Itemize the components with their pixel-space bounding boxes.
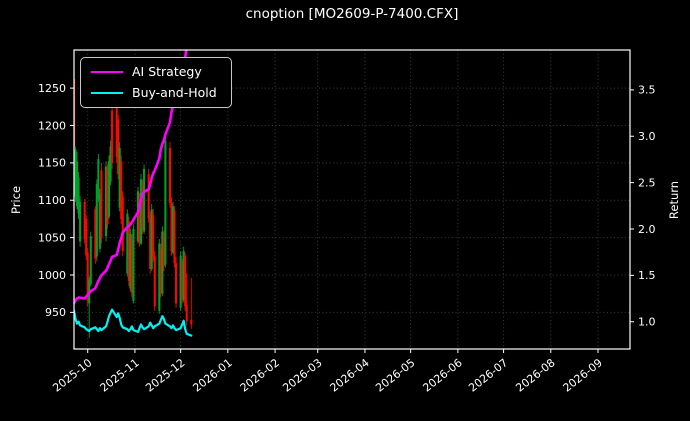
candle-body [158, 243, 161, 311]
date-axis: 2025-10 2025-11 2025-12 2026-01 2026-022026-… [50, 349, 605, 395]
candle-body [79, 201, 82, 242]
candle-body [138, 198, 141, 243]
candle-body [86, 252, 89, 302]
candle-body [161, 231, 164, 294]
return-tick-label: 2.5 [638, 176, 656, 189]
ai-strategy-line-swatch [91, 70, 123, 73]
candle-body [118, 147, 121, 208]
return-tick-label: 3.0 [638, 130, 656, 143]
candlestick-series [74, 61, 193, 338]
date-tick-label: 2026-08 [513, 356, 557, 395]
candle-body [173, 210, 176, 264]
legend-item-ai-strategy: AI Strategy [91, 64, 217, 79]
buy-and-hold-line-swatch [91, 91, 123, 94]
return-axis-label: Return [667, 180, 681, 220]
price-tick-label: 950 [45, 306, 66, 319]
candle-body [106, 168, 109, 225]
candle-body [170, 203, 173, 252]
candle-body [100, 170, 103, 238]
date-tick-label: 2026-04 [328, 356, 372, 395]
candle-body [182, 251, 185, 301]
legend-item-buy-and-hold: Buy-and-Hold [91, 85, 217, 100]
date-tick-label: 2026-03 [280, 356, 324, 395]
date-tick-label: 2026-07 [466, 356, 510, 395]
candle-body [74, 149, 77, 197]
date-tick-label: 2026-09 [561, 356, 605, 395]
candle-body [184, 255, 187, 307]
price-tick-label: 1200 [38, 119, 66, 132]
candle-body [98, 194, 101, 249]
candle-body [127, 221, 130, 281]
price-tick-label: 1150 [38, 157, 66, 170]
candle-body [130, 239, 133, 293]
candle-body [95, 183, 98, 257]
date-tick-label: 2025-10 [50, 356, 94, 395]
date-tick-label: 2026-06 [420, 356, 464, 395]
line-series [74, 50, 193, 337]
candle-body [126, 213, 129, 274]
date-tick-label: 2026-02 [238, 356, 282, 395]
candle-body [104, 166, 108, 237]
candle-body [75, 161, 79, 207]
candle-body [190, 319, 193, 325]
candle-body [89, 236, 92, 284]
price-axis-label: Price [9, 185, 23, 215]
candle-body [77, 177, 80, 214]
candle-body [94, 209, 97, 259]
price-tick-label: 1000 [38, 269, 66, 282]
candle-body [121, 196, 124, 252]
price-axis: 950 1000 1050 1100 1150 1200 1250 [38, 82, 74, 319]
date-tick-label: 2025-11 [98, 356, 142, 395]
candle-body [83, 201, 86, 240]
legend-label-buy-and-hold: Buy-and-Hold [132, 85, 217, 100]
return-axis: 1.0 1.5 2.0 2.5 3.0 3.5 [630, 84, 656, 329]
candle-body [120, 161, 123, 219]
candle-body [111, 110, 114, 163]
date-tick-label: 2025-12 [143, 356, 187, 395]
date-tick-label: 2026-05 [373, 356, 417, 395]
candle-body [107, 161, 111, 217]
price-tick-label: 1050 [38, 231, 66, 244]
candle-body [132, 228, 135, 302]
chart-title: cnoption [MO2609-P-7400.CFX] [245, 6, 459, 22]
candle-body [152, 215, 155, 258]
candle-body [168, 147, 172, 204]
candle-body [97, 159, 100, 199]
legend: AI Strategy Buy-and-Hold [80, 57, 232, 108]
candle-body [175, 263, 178, 304]
candle-body [149, 216, 152, 270]
candle-body [150, 209, 153, 270]
return-tick-label: 3.5 [638, 84, 656, 97]
candle-body [129, 233, 132, 289]
candle-body [164, 140, 167, 265]
line-bh [74, 308, 193, 337]
return-tick-label: 1.5 [638, 269, 656, 282]
date-tick-label: 2026-01 [190, 356, 234, 395]
candle-body [139, 179, 143, 244]
candle-body [85, 218, 88, 256]
legend-label-ai-strategy: AI Strategy [132, 64, 202, 79]
candle-body [115, 101, 118, 157]
candle-body [143, 168, 146, 232]
candle-body [141, 185, 144, 229]
candle-body [136, 191, 140, 242]
line-ai [74, 50, 188, 305]
return-tick-label: 2.0 [638, 223, 656, 236]
candle-body [179, 255, 182, 308]
candle-body [117, 119, 120, 175]
candle-body [181, 261, 184, 299]
candle-body [109, 146, 112, 182]
candle-body [147, 174, 150, 219]
candle-body [185, 304, 188, 322]
candle-body [153, 256, 156, 307]
price-tick-label: 1100 [38, 194, 66, 207]
plot-border [73, 49, 631, 350]
candle-body [162, 236, 165, 267]
price-tick-label: 1250 [38, 82, 66, 95]
candle-body [159, 248, 162, 293]
return-tick-label: 1.0 [638, 316, 656, 329]
candle-body [171, 206, 175, 253]
